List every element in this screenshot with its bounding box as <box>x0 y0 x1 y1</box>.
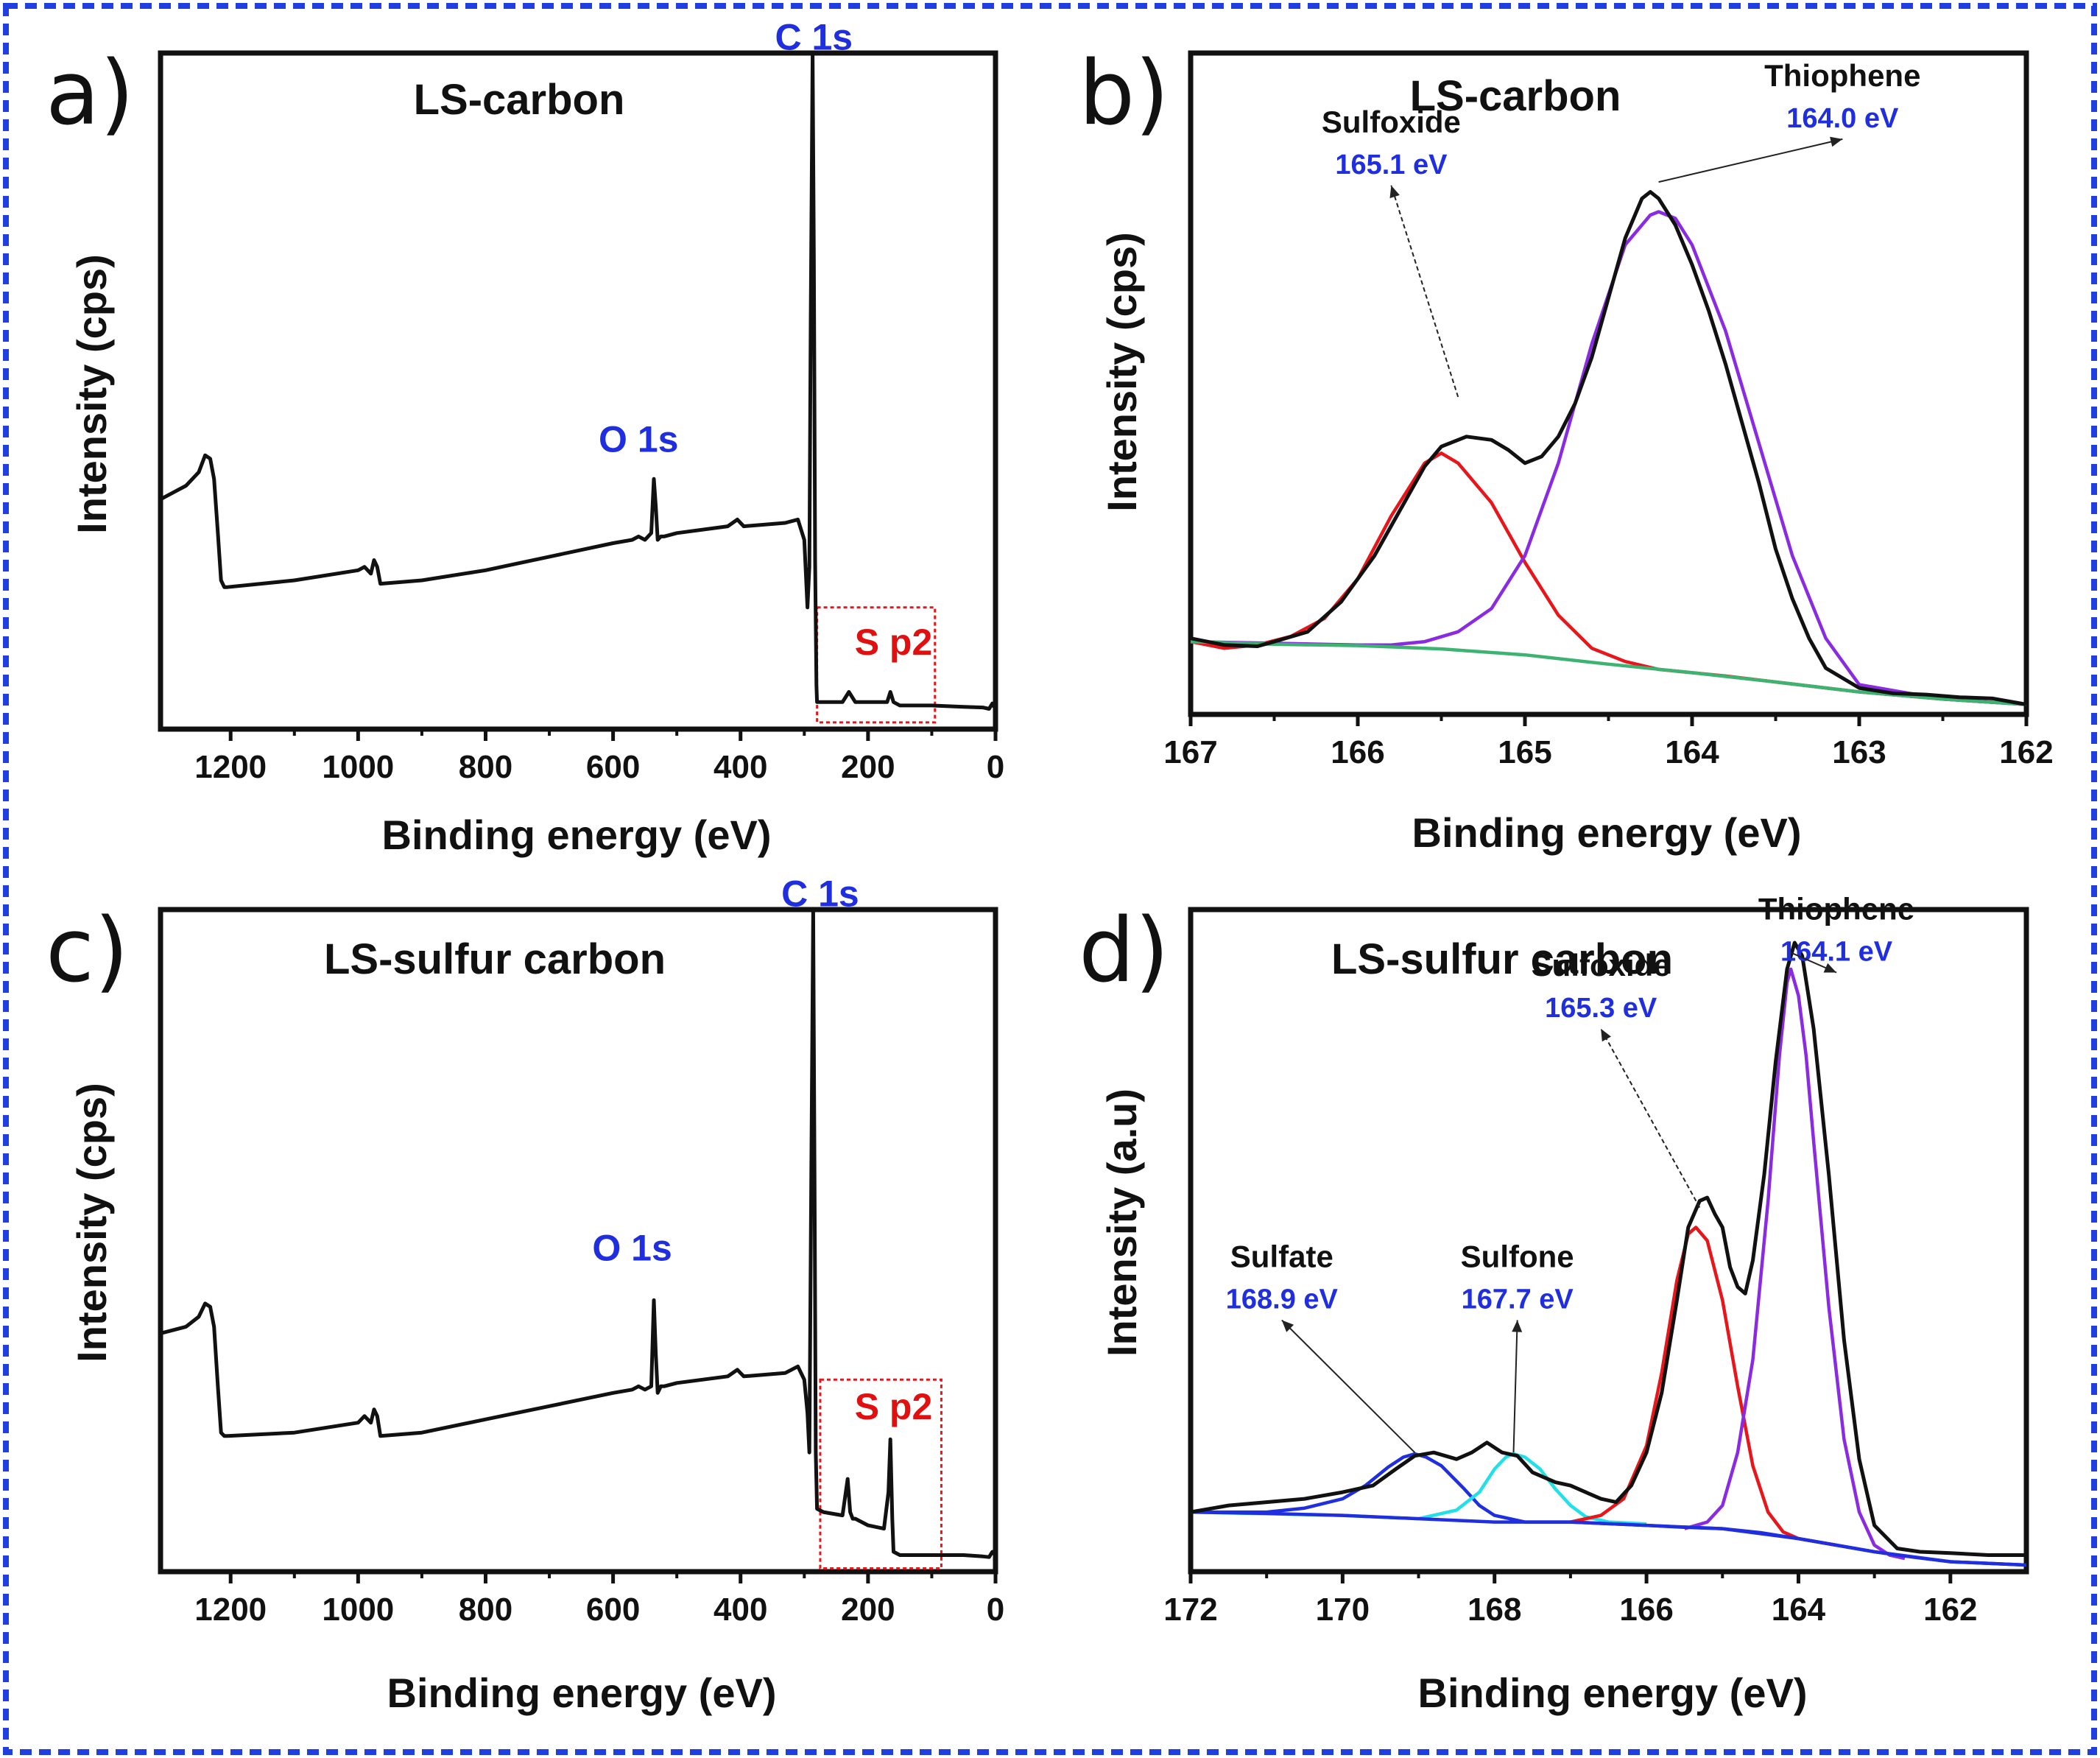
panel-b: b) LS-carbon Binding energy (eV) Intensi… <box>1079 43 2054 856</box>
panel-b-plot: 167 166 165 164 163 162 Sulfoxide 165.1 eV Thiop… <box>1163 50 2054 770</box>
x-tick-label: 170 <box>1316 1592 1370 1628</box>
panel-c: c) LS-sulfur carbon Binding energy (eV) … <box>46 873 1004 1716</box>
x-tick-label: 0 <box>987 749 1004 785</box>
x-tick-label: 400 <box>713 1592 767 1628</box>
series-thiophene-fit <box>1684 967 1906 1561</box>
arrow-head <box>1823 963 1836 973</box>
x-tick-label: 164 <box>1665 734 1719 770</box>
panel-b-xlabel: Binding energy (eV) <box>1412 809 1802 856</box>
peak-label: O 1s <box>592 1227 672 1268</box>
panel-a-letter: a) <box>46 43 134 145</box>
series-survey <box>160 907 997 1559</box>
panel-a: a) LS-carbon Binding energy (eV) Intensi… <box>46 16 1004 858</box>
series-sulfoxide-fit <box>1190 451 2027 706</box>
arrow-head <box>1512 1320 1523 1332</box>
panel-c-title: LS-sulfur carbon <box>324 935 666 983</box>
panel-d: d) LS-sulfur carbon Binding energy (eV) … <box>1079 891 2029 1716</box>
highlight-box <box>816 606 937 724</box>
annotation-arrow <box>1281 1319 1416 1453</box>
peak-label: C 1s <box>781 873 859 915</box>
panel-a-ylabel: Intensity (cps) <box>68 254 115 534</box>
plot-frame <box>158 50 998 732</box>
panel-a-plot: 1200 1000 800 600 400 200 0 C 1s O 1s S p2 <box>158 16 1004 785</box>
x-tick-label: 400 <box>713 749 767 785</box>
x-tick-label: 165 <box>1498 734 1551 770</box>
annotation-value: 167.7 eV <box>1462 1284 1574 1315</box>
series-measured <box>1190 190 2027 706</box>
plot-frame <box>1188 50 2029 717</box>
x-tick-label: 162 <box>1923 1592 1977 1628</box>
arrow-head <box>1281 1320 1294 1332</box>
annotation-name: Sulfoxide <box>1322 105 1461 139</box>
series-sulfoxide-fit <box>1570 1226 1837 1547</box>
peak-label: C 1s <box>775 16 853 57</box>
series-background <box>1190 1510 2027 1567</box>
highlight-box <box>819 1378 942 1570</box>
x-tick-label: 1000 <box>322 749 394 785</box>
x-tick-label: 800 <box>459 1592 512 1628</box>
panel-b-ylabel: Intensity (cps) <box>1099 232 1145 512</box>
x-tick-label: 168 <box>1467 1592 1521 1628</box>
panel-c-plot: 1200 1000 800 600 400 200 0 C 1s O 1s S p2 <box>158 873 1004 1628</box>
x-tick-label: 163 <box>1832 734 1886 770</box>
annotation-arrow <box>1390 185 1459 398</box>
x-tick-label: 164 <box>1772 1592 1826 1628</box>
arrow-head <box>1830 136 1843 147</box>
annotation-value: 165.1 eV <box>1335 150 1448 180</box>
annotation-value: 164.0 eV <box>1786 103 1899 134</box>
annotation-name: Thiophene <box>1764 58 1920 93</box>
series-measured <box>1190 940 2026 1557</box>
peak-label: S p2 <box>855 1386 933 1427</box>
panel-d-letter: d) <box>1079 900 1169 1002</box>
series-background <box>1190 639 2027 706</box>
x-tick-label: 0 <box>987 1592 1004 1628</box>
plot-frame <box>1188 907 2029 1575</box>
x-tick-label: 200 <box>841 1592 895 1628</box>
x-tick-label: 600 <box>586 749 640 785</box>
panel-d-ylabel: Intensity (a.u) <box>1099 1089 1145 1357</box>
x-tick-label: 166 <box>1331 734 1384 770</box>
x-tick-label: 167 <box>1163 734 1217 770</box>
x-tick-label: 1200 <box>194 749 267 785</box>
x-tick-label: 800 <box>459 749 512 785</box>
annotation-arrow <box>1658 138 1843 183</box>
panel-a-title: LS-carbon <box>414 76 625 124</box>
annotation-value: 165.3 eV <box>1545 993 1657 1024</box>
figure-border <box>3 3 2097 1755</box>
annotation-arrow <box>1512 1320 1518 1453</box>
peak-label: S p2 <box>855 622 933 663</box>
x-tick-label: 162 <box>1999 734 2053 770</box>
panel-d-plot: 172 170 168 166 164 162 Sulfate 168.9 eV Sulfone… <box>1163 891 2029 1628</box>
x-tick-label: 1000 <box>322 1592 394 1628</box>
arrow-head <box>1601 1028 1611 1042</box>
annotation-value: 164.1 eV <box>1780 936 1893 967</box>
annotation-name: Sulfoxide <box>1532 948 1671 982</box>
panel-c-letter: c) <box>46 900 129 1002</box>
panel-c-xlabel: Binding energy (eV) <box>387 1670 777 1716</box>
arrow-head <box>1389 185 1400 199</box>
panel-d-title: LS-sulfur carbon <box>1331 935 1673 983</box>
panel-c-ylabel: Intensity (cps) <box>68 1083 115 1363</box>
panel-b-title: LS-carbon <box>1410 72 1621 120</box>
x-tick-label: 1200 <box>194 1592 267 1628</box>
peak-label: O 1s <box>599 419 678 460</box>
panel-a-xlabel: Binding energy (eV) <box>382 812 772 858</box>
annotation-name: Sulfone <box>1461 1239 1574 1273</box>
series-thiophene-fit <box>1190 210 2027 706</box>
plot-frame <box>158 907 998 1575</box>
annotation-name: Thiophene <box>1758 891 1914 926</box>
annotation-arrow <box>1600 1028 1701 1209</box>
annotation-name: Sulfate <box>1230 1239 1333 1273</box>
annotation-value: 168.9 eV <box>1226 1284 1339 1315</box>
x-tick-label: 200 <box>841 749 895 785</box>
series-survey <box>159 51 998 711</box>
x-tick-label: 172 <box>1163 1592 1217 1628</box>
x-tick-label: 600 <box>586 1592 640 1628</box>
panel-d-xlabel: Binding energy (eV) <box>1418 1670 1808 1716</box>
x-tick-label: 166 <box>1619 1592 1673 1628</box>
panel-b-letter: b) <box>1079 43 1169 145</box>
